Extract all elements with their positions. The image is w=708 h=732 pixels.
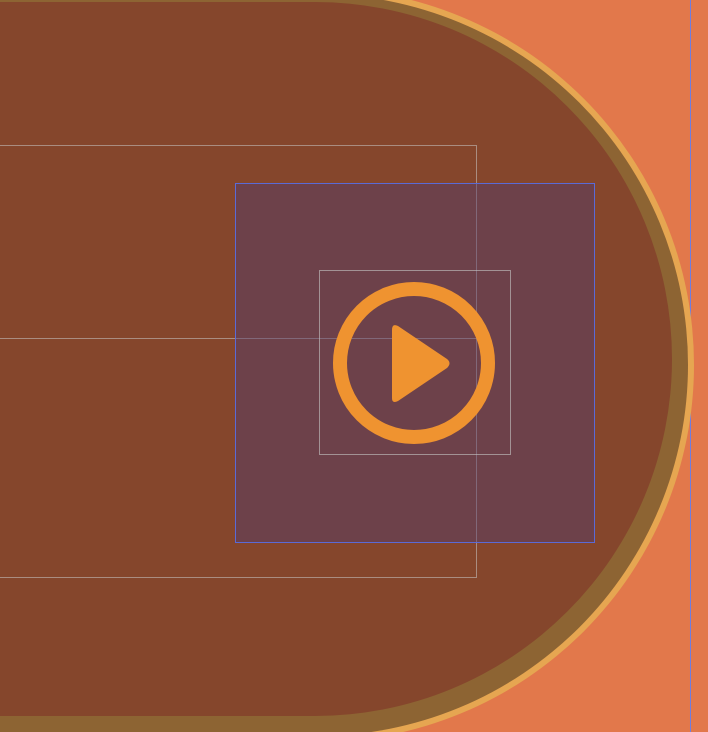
layout-guide-outer bbox=[0, 145, 477, 578]
play-icon-ring bbox=[333, 282, 495, 444]
play-icon-inner-guide bbox=[319, 270, 511, 455]
layout-guide-midline bbox=[0, 338, 480, 339]
play-icon-graphic bbox=[333, 282, 495, 444]
play-icon[interactable] bbox=[331, 280, 497, 446]
play-icon-triangle bbox=[392, 325, 450, 402]
